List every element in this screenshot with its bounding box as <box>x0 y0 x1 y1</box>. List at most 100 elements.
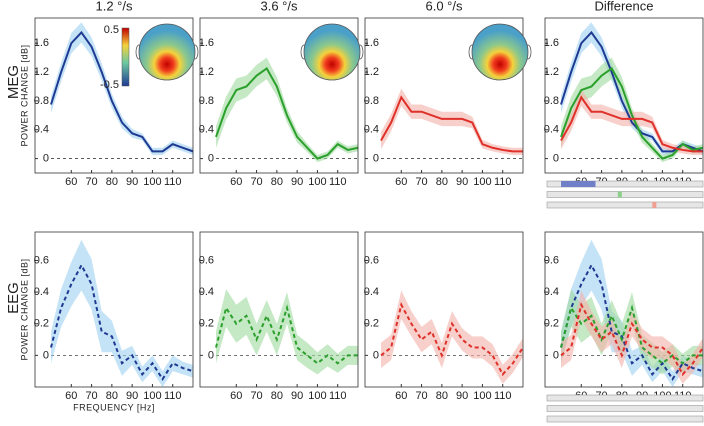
y-tick-label: 1.2 <box>544 66 559 78</box>
error-band <box>381 88 523 155</box>
x-tick-label: 110 <box>494 176 512 188</box>
x-tick-label: 60 <box>395 176 407 188</box>
error-band <box>216 288 358 375</box>
y-tick-label: 0.4 <box>544 124 559 136</box>
x-tick-label: 110 <box>329 390 347 402</box>
y-tick-label: 0.4 <box>199 286 214 298</box>
y-tick-label: 0.8 <box>34 95 49 107</box>
series-line <box>560 263 704 381</box>
y-tick-label: 0.4 <box>34 124 49 136</box>
axes-frame <box>544 231 704 388</box>
y-tick-label: 1.2 <box>199 66 214 78</box>
significance-range <box>652 202 657 208</box>
head-map <box>138 23 196 81</box>
error-band <box>561 57 703 163</box>
colorbar-tick-label: 0.5 <box>104 24 119 36</box>
x-tick-label: 110 <box>494 390 512 402</box>
series-line <box>380 95 523 153</box>
y-tick-label: 0 <box>208 152 214 164</box>
significance-bar <box>546 394 704 402</box>
axes-frame <box>199 231 359 388</box>
column-title: 3.6 °/s <box>261 0 298 13</box>
x-tick-label: 110 <box>329 176 347 188</box>
x-tick-label: 100 <box>473 390 491 402</box>
x-tick-label: 90 <box>291 390 303 402</box>
x-tick-label: 70 <box>415 390 427 402</box>
series-line <box>215 67 359 160</box>
y-tick-label: 0.6 <box>544 254 559 266</box>
significance-bar <box>546 405 704 412</box>
x-tick-label: 110 <box>164 176 182 188</box>
y-tick-label: 0 <box>553 349 559 361</box>
y-tick-label: 1.6 <box>364 37 379 49</box>
y-tick-label: 0.8 <box>544 95 559 107</box>
x-tick-label: 70 <box>85 176 97 188</box>
x-tick-label: 100 <box>143 176 161 188</box>
y-tick-label: 0 <box>43 349 49 361</box>
x-tick-label: 60 <box>395 390 407 402</box>
axes-frame <box>34 231 194 388</box>
x-tick-label: 70 <box>415 176 427 188</box>
x-tick-label: 60 <box>65 390 77 402</box>
significance-range <box>561 181 596 187</box>
y-tick-label: 0.8 <box>364 95 379 107</box>
y-tick-label: 0.4 <box>364 286 379 298</box>
y-tick-label: 1.6 <box>199 37 214 49</box>
column-title: 1.2 °/s <box>96 0 133 13</box>
axes-frame <box>34 17 194 174</box>
y-tick-label: 1.6 <box>34 37 49 49</box>
x-tick-label: 60 <box>230 176 242 188</box>
x-tick-label: 90 <box>456 176 468 188</box>
head-map <box>303 23 361 81</box>
y-tick-label: 1.2 <box>364 66 379 78</box>
y-tick-label: 1.2 <box>34 66 49 78</box>
x-tick-label: 100 <box>473 176 491 188</box>
y-tick-label: 0 <box>373 152 379 164</box>
series-line <box>560 95 703 153</box>
axes-frame <box>199 17 359 174</box>
significance-bar <box>546 201 704 209</box>
x-tick-label: 70 <box>85 390 97 402</box>
x-tick-label: 80 <box>271 176 283 188</box>
series-line <box>560 304 703 365</box>
x-tick-label: 90 <box>291 176 303 188</box>
column-title: 6.0 °/s <box>426 0 463 13</box>
x-tick-label: 100 <box>308 390 326 402</box>
significance-bar <box>546 415 704 423</box>
y-tick-label: 0.2 <box>199 318 214 330</box>
axes-frame <box>364 231 524 388</box>
x-tick-label: 70 <box>250 390 262 402</box>
y-tick-label: 0.4 <box>199 124 214 136</box>
axes-frame <box>364 17 524 174</box>
significance-bar <box>546 191 704 198</box>
row-label: EEG <box>5 282 22 314</box>
x-tick-label: 110 <box>164 390 182 402</box>
y-tick-label: 1.6 <box>544 37 559 49</box>
y-tick-label: 0.2 <box>544 318 559 330</box>
series-line <box>50 263 194 381</box>
colorbar-tick-label: -0.5 <box>100 79 119 91</box>
x-tick-label: 90 <box>126 176 138 188</box>
x-tick-label: 100 <box>308 176 326 188</box>
x-tick-label: 80 <box>436 390 448 402</box>
x-tick-label: 60 <box>230 390 242 402</box>
x-tick-label: 60 <box>65 176 77 188</box>
y-axis-label: POWER CHANGE [dB] <box>19 258 29 360</box>
y-tick-label: 0 <box>43 152 49 164</box>
axes-frame <box>544 17 704 174</box>
series-line <box>380 301 524 377</box>
significance-bar <box>546 180 704 188</box>
y-tick-label: 0 <box>553 152 559 164</box>
series-line <box>215 304 358 365</box>
series-line <box>560 301 704 377</box>
y-axis-label: POWER CHANGE [dB] <box>19 44 29 146</box>
x-tick-label: 80 <box>106 390 118 402</box>
significance-range <box>617 191 622 198</box>
y-tick-label: 0.2 <box>34 318 49 330</box>
error-band <box>381 290 523 384</box>
y-tick-label: 0.2 <box>364 318 379 330</box>
y-tick-label: 0.4 <box>544 286 559 298</box>
x-tick-label: 100 <box>143 390 161 402</box>
x-tick-label: 80 <box>271 390 283 402</box>
